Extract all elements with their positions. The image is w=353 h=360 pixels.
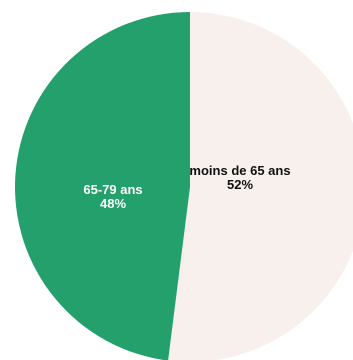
slice-category-label: 65-79 ans <box>83 182 142 197</box>
slice-value-label: 52% <box>227 177 253 192</box>
slice-category-label: moins de 65 ans <box>189 163 290 178</box>
pie-slices <box>15 12 353 360</box>
slice-value-label: 48% <box>100 196 126 211</box>
pie-slice-moins-de-65-ans <box>168 12 353 360</box>
pie-slice-65-79-ans <box>15 12 190 360</box>
